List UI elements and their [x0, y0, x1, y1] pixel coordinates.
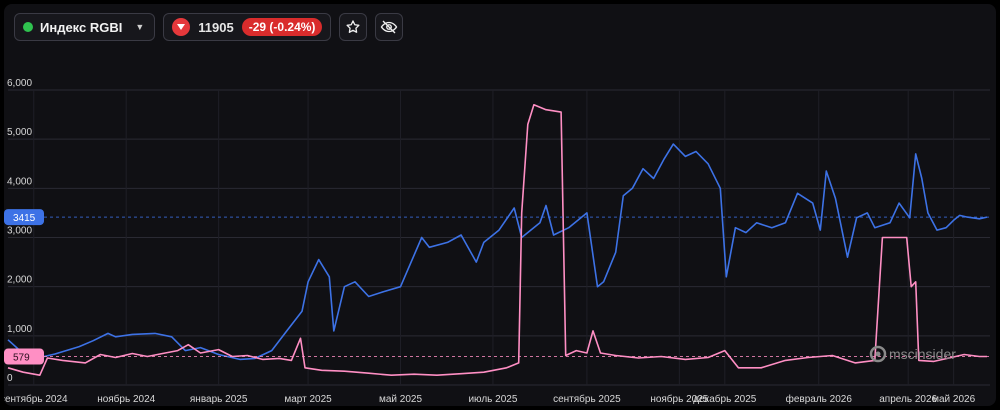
y-tick-label: 5,000 — [7, 127, 32, 138]
watermark: mscinsider — [869, 345, 956, 363]
triangle-down-icon — [172, 18, 191, 36]
price-value: 11905 — [198, 19, 234, 35]
favorite-button[interactable] — [339, 13, 368, 41]
y-tick-label: 1,000 — [7, 324, 32, 335]
y-tick-label: 0 — [7, 373, 13, 384]
hide-button[interactable] — [375, 13, 404, 41]
star-icon — [346, 20, 360, 33]
last-value-badge-2 — [4, 348, 44, 365]
last-value-label-1: 3415 — [13, 213, 36, 224]
instrument-selector[interactable]: Индекс RGBI ▼ — [14, 13, 156, 41]
x-tick-label: февраль 2026 — [786, 393, 853, 405]
quote-box: 11905 -29 (-0.24%) — [163, 13, 332, 41]
last-value-badge-1 — [4, 209, 44, 226]
chart-frame: Индекс RGBI ▼ 11905 -29 (-0.24%) 0 1,000 2… — [4, 4, 996, 406]
eye-off-icon — [381, 20, 398, 34]
line-chart: 0 1,000 2,000 3,000 4,000 5,000 6,000 сентябрь… — [4, 78, 990, 405]
series-line-1 — [7, 143, 988, 361]
y-tick-label: 4,000 — [7, 176, 32, 187]
x-tick-label: декабрь 2025 — [693, 393, 757, 405]
series-line-2 — [7, 104, 987, 376]
last-value-label-2: 579 — [13, 353, 30, 364]
x-tick-label: май 2026 — [932, 394, 975, 405]
green-status-dot — [23, 22, 33, 32]
x-tick-label: май 2025 — [379, 394, 422, 405]
change-badge: -29 (-0.24%) — [241, 18, 323, 36]
y-tick-label: 6,000 — [7, 78, 32, 89]
chevron-down-icon: ▼ — [135, 22, 145, 32]
watermark-text: mscinsider — [889, 346, 956, 362]
x-tick-label: июль 2025 — [468, 394, 517, 405]
toolbar: Индекс RGBI ▼ 11905 -29 (-0.24%) — [14, 12, 404, 42]
x-tick-label: сентябрь 2024 — [4, 393, 68, 405]
x-tick-label: апрель 2026 — [879, 394, 937, 405]
x-tick-label: ноябрь 2025 — [650, 393, 708, 405]
x-tick-label: сентябрь 2025 — [553, 393, 621, 405]
y-tick-label: 2,000 — [7, 275, 32, 286]
x-tick-label: ноябрь 2024 — [97, 393, 155, 405]
instrument-name: Индекс RGBI — [40, 19, 123, 35]
x-tick-label: январь 2025 — [190, 394, 248, 405]
x-tick-label: март 2025 — [284, 394, 332, 405]
y-tick-label: 3,000 — [7, 226, 32, 237]
